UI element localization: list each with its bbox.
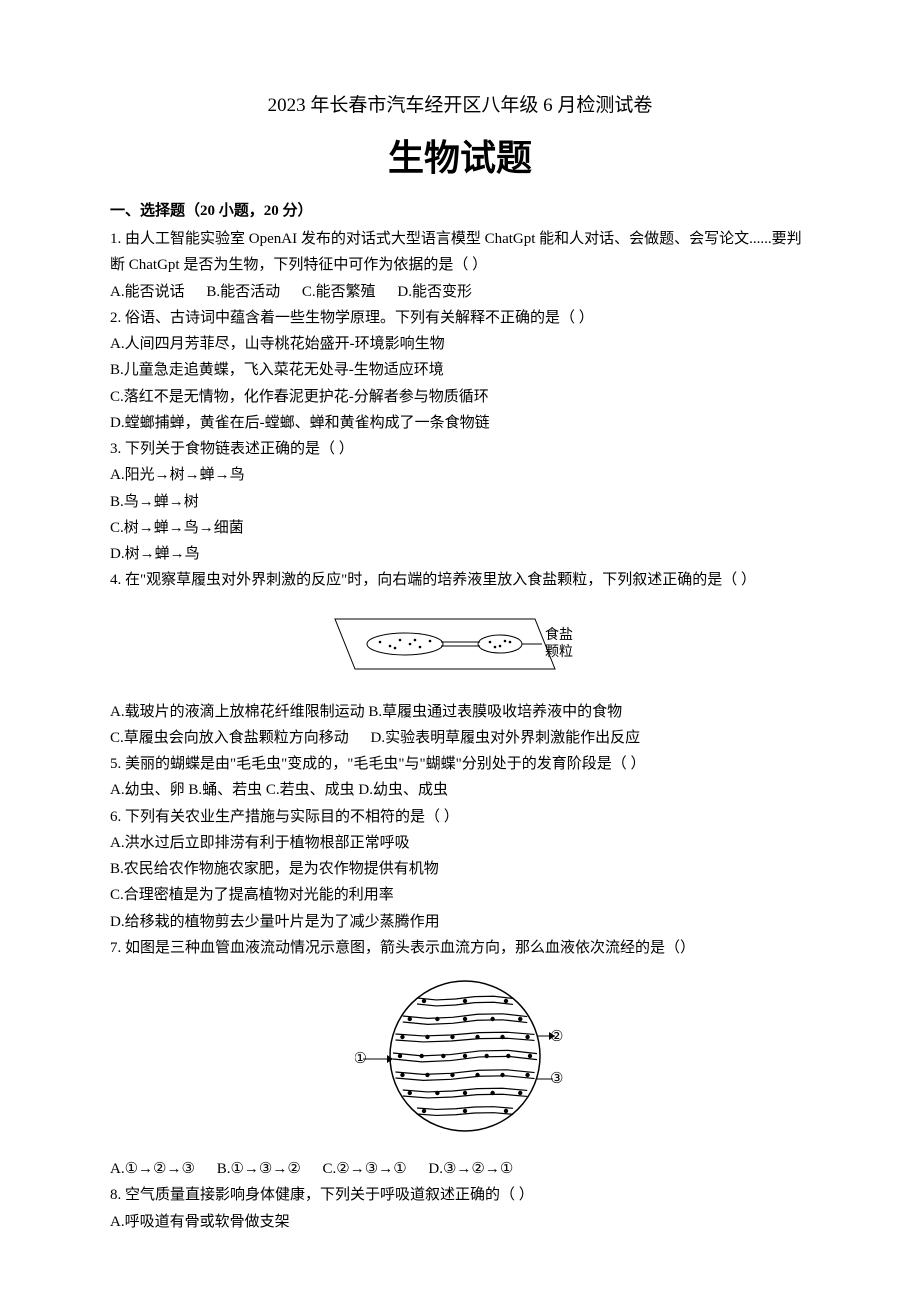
q5-option-b: B.蛹、若虫 bbox=[188, 782, 262, 798]
question-5: 5. 美丽的蝴蝶是由"毛毛虫"变成的，"毛毛虫"与"蝴蝶"分别处于的发育阶段是（… bbox=[110, 751, 810, 777]
q7-option-d: D.③→②→① bbox=[428, 1156, 513, 1182]
q5-option-a: A.幼虫、卵 bbox=[110, 782, 185, 798]
question-8: 8. 空气质量直接影响身体健康，下列关于呼吸道叙述正确的（ ） bbox=[110, 1182, 810, 1208]
question-1: 1. 由人工智能实验室 OpenAI 发布的对话式大型语言模型 ChatGpt … bbox=[110, 226, 810, 279]
section-1-header: 一、选择题（20 小题，20 分） bbox=[110, 199, 810, 220]
question-7-figure: ① ② ③ bbox=[110, 971, 810, 1146]
q6-option-a: A.洪水过后立即排涝有利于植物根部正常呼吸 bbox=[110, 830, 810, 856]
paramecium-slide-diagram: 食盐 颗粒 bbox=[330, 604, 590, 684]
q4-option-b: B.草履虫通过表膜吸收培养液中的食物 bbox=[368, 704, 622, 720]
q3-option-b: B.鸟→蝉→树 bbox=[110, 489, 810, 515]
question-1-options: A.能否说话 B.能否活动 C.能否繁殖 D.能否变形 bbox=[110, 279, 810, 305]
q8-option-a: A.呼吸道有骨或软骨做支架 bbox=[110, 1209, 810, 1235]
q5-option-d: D.幼虫、成虫 bbox=[358, 782, 448, 798]
svg-text:食盐: 食盐 bbox=[545, 626, 573, 643]
question-7-options: A.①→②→③ B.①→③→② C.②→③→① D.③→②→① bbox=[110, 1156, 810, 1182]
question-5-options: A.幼虫、卵 B.蛹、若虫 C.若虫、成虫 D.幼虫、成虫 bbox=[110, 777, 810, 803]
q7-option-a: A.①→②→③ bbox=[110, 1156, 195, 1182]
question-7: 7. 如图是三种血管血液流动情况示意图，箭头表示血流方向，那么血液依次流经的是（… bbox=[110, 935, 810, 961]
question-3: 3. 下列关于食物链表述正确的是（ ） bbox=[110, 436, 810, 462]
q1-option-a: A.能否说话 bbox=[110, 279, 185, 305]
q3-option-c: C.树→蝉→鸟→细菌 bbox=[110, 515, 810, 541]
main-title: 生物试题 bbox=[110, 129, 810, 181]
blood-vessel-diagram: ① ② ③ bbox=[355, 971, 565, 1141]
q2-option-c: C.落红不是无情物，化作春泥更护花-分解者参与物质循环 bbox=[110, 384, 810, 410]
q2-option-a: A.人间四月芳菲尽，山寺桃花始盛开-环境影响生物 bbox=[110, 331, 810, 357]
q3-option-a: A.阳光→树→蝉→鸟 bbox=[110, 462, 810, 488]
q3-option-d: D.树→蝉→鸟 bbox=[110, 541, 810, 567]
q4-option-d: D.实验表明草履虫对外界刺激能作出反应 bbox=[371, 725, 641, 751]
svg-text:①: ① bbox=[355, 1051, 367, 1067]
exam-header: 2023 年长春市汽车经开区八年级 6 月检测试卷 bbox=[110, 90, 810, 117]
question-4-options-row2: C.草履虫会向放入食盐颗粒方向移动 D.实验表明草履虫对外界刺激能作出反应 bbox=[110, 725, 810, 751]
q1-option-d: D.能否变形 bbox=[397, 279, 472, 305]
question-6: 6. 下列有关农业生产措施与实际目的不相符的是（ ） bbox=[110, 804, 810, 830]
q7-option-c: C.②→③→① bbox=[323, 1156, 407, 1182]
svg-text:颗粒: 颗粒 bbox=[545, 644, 573, 660]
q1-option-c: C.能否繁殖 bbox=[302, 279, 376, 305]
q4-option-c: C.草履虫会向放入食盐颗粒方向移动 bbox=[110, 725, 349, 751]
question-4-figure: 食盐 颗粒 bbox=[110, 604, 810, 689]
q1-option-b: B.能否活动 bbox=[206, 279, 280, 305]
q5-option-c: C.若虫、成虫 bbox=[266, 782, 355, 798]
q4-option-a: A.载玻片的液滴上放棉花纤维限制运动 bbox=[110, 704, 365, 720]
q2-option-b: B.儿童急走追黄蝶，飞入菜花无处寻-生物适应环境 bbox=[110, 357, 810, 383]
q6-option-c: C.合理密植是为了提高植物对光能的利用率 bbox=[110, 882, 810, 908]
exam-page: 2023 年长春市汽车经开区八年级 6 月检测试卷 生物试题 一、选择题（20 … bbox=[0, 0, 920, 1302]
question-2: 2. 俗语、古诗词中蕴含着一些生物学原理。下列有关解释不正确的是（ ） bbox=[110, 305, 810, 331]
q6-option-d: D.给移栽的植物剪去少量叶片是为了减少蒸腾作用 bbox=[110, 909, 810, 935]
question-4: 4. 在"观察草履虫对外界刺激的反应"时，向右端的培养液里放入食盐颗粒，下列叙述… bbox=[110, 567, 810, 593]
svg-text:③: ③ bbox=[550, 1071, 563, 1087]
q2-option-d: D.螳螂捕蝉，黄雀在后-螳螂、蝉和黄雀构成了一条食物链 bbox=[110, 410, 810, 436]
q7-option-b: B.①→③→② bbox=[217, 1156, 301, 1182]
svg-text:②: ② bbox=[550, 1029, 563, 1045]
q6-option-b: B.农民给农作物施农家肥，是为农作物提供有机物 bbox=[110, 856, 810, 882]
question-4-options-row1: A.载玻片的液滴上放棉花纤维限制运动 B.草履虫通过表膜吸收培养液中的食物 bbox=[110, 699, 810, 725]
